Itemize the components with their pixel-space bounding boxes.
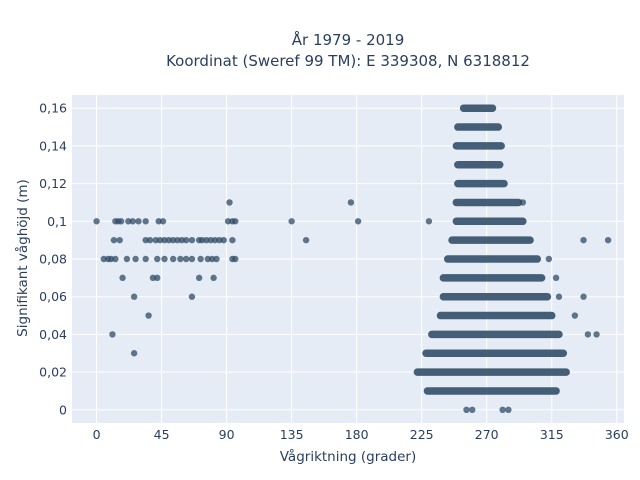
x-tick-label: 0 — [93, 427, 101, 442]
data-point — [154, 255, 161, 263]
data-point — [154, 274, 161, 282]
data-point — [229, 236, 236, 244]
data-point — [580, 293, 587, 300]
x-tick-label: 90 — [219, 427, 235, 442]
data-point — [132, 255, 139, 263]
data-point — [161, 255, 168, 263]
x-tick-label: 45 — [154, 427, 170, 442]
y-axis-title: Signifikant våghöjd (m) — [14, 179, 31, 337]
data-point — [463, 406, 470, 414]
data-point — [116, 236, 123, 244]
data-point — [188, 255, 196, 263]
chart-title-line2: Koordinat (Sweref 99 TM): E 339308, N 63… — [166, 52, 530, 70]
x-tick-label: 360 — [605, 427, 629, 442]
x-tick-label: 315 — [540, 427, 564, 442]
data-point — [130, 350, 138, 357]
data-point — [469, 406, 476, 414]
data-point — [142, 255, 149, 263]
data-point — [145, 312, 152, 319]
data-point — [226, 199, 233, 206]
x-tick-label: 225 — [410, 427, 434, 442]
data-point — [584, 331, 592, 338]
data-point — [195, 274, 203, 282]
data-point — [110, 236, 118, 244]
data-point — [213, 255, 220, 263]
chart-title-line1: År 1979 - 2019 — [292, 30, 405, 49]
y-tick-label: 0,12 — [39, 176, 67, 191]
data-point — [519, 199, 527, 206]
data-point — [210, 274, 217, 282]
data-point — [232, 218, 239, 225]
data-point — [112, 255, 119, 263]
data-point — [425, 218, 433, 225]
data-point — [347, 199, 355, 206]
data-point — [220, 236, 227, 244]
data-point — [604, 236, 612, 244]
y-tick-label: 0,14 — [39, 138, 67, 153]
data-point — [555, 293, 563, 300]
data-point — [188, 236, 196, 244]
data-point — [571, 312, 579, 319]
data-point — [545, 255, 553, 263]
data-point — [232, 255, 239, 263]
data-point — [182, 255, 190, 263]
y-tick-label: 0,02 — [39, 365, 67, 380]
data-point — [499, 406, 506, 414]
data-point — [580, 236, 587, 244]
data-point — [593, 331, 600, 338]
data-point — [182, 236, 190, 244]
data-point — [552, 274, 560, 282]
data-point — [109, 331, 116, 338]
data-point — [188, 293, 196, 300]
y-tick-label: 0,16 — [39, 101, 67, 116]
data-point — [146, 236, 154, 244]
y-tick-label: 0,08 — [39, 252, 67, 267]
data-point — [130, 293, 138, 300]
data-point — [505, 406, 512, 414]
data-point — [142, 218, 149, 225]
data-point — [119, 274, 126, 282]
y-tick-label: 0,06 — [39, 289, 67, 304]
data-point — [177, 255, 184, 263]
data-point — [159, 218, 167, 225]
data-point — [135, 218, 142, 225]
x-tick-label: 180 — [345, 427, 369, 442]
data-point — [117, 218, 125, 225]
x-tick-label: 135 — [280, 427, 304, 442]
point-bands — [413, 104, 570, 395]
data-point — [93, 218, 100, 225]
data-point — [288, 218, 295, 225]
y-tick-label: 0 — [59, 402, 67, 417]
y-tick-label: 0,1 — [47, 214, 67, 229]
x-axis-title: Vågriktning (grader) — [280, 448, 417, 465]
data-point — [302, 236, 310, 244]
data-point — [169, 255, 177, 263]
data-point — [129, 218, 136, 225]
data-point — [197, 255, 204, 263]
x-tick-label: 270 — [475, 427, 499, 442]
x-axis-ticks: 0 45 90 135 180 225 270 315 360 — [93, 427, 629, 442]
data-point — [354, 218, 362, 225]
y-tick-label: 0,04 — [39, 327, 67, 342]
data-points — [93, 199, 612, 414]
y-axis-ticks: 0 0,02 0,04 0,06 0,08 0,1 0,12 0,14 0,16 — [39, 101, 67, 418]
data-point — [123, 255, 131, 263]
